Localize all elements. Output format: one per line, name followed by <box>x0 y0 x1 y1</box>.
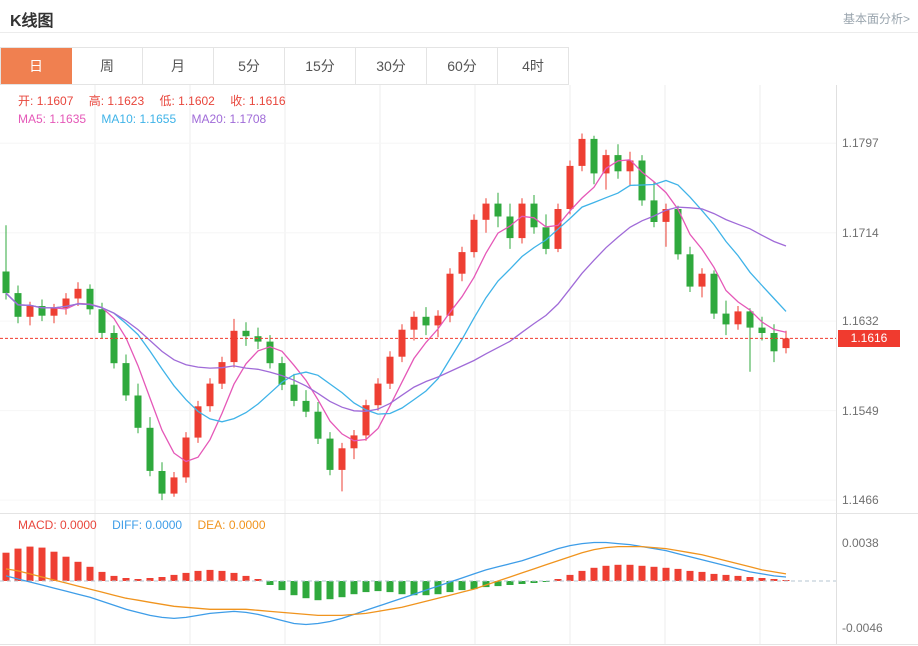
macd-label: MACD: <box>18 518 57 532</box>
tab-4hour[interactable]: 4时 <box>498 48 569 84</box>
main-axis-label: 1.1797 <box>842 136 879 150</box>
main-axis-label: 1.1714 <box>842 226 879 240</box>
current-price-badge: 1.1616 <box>838 330 900 347</box>
low-label: 低: <box>159 94 175 108</box>
tab-30min[interactable]: 30分 <box>356 48 427 84</box>
ma20-label: MA20: <box>191 112 227 126</box>
macd-value: 0.0000 <box>60 518 97 532</box>
tab-month[interactable]: 月 <box>143 48 214 84</box>
tab-60min[interactable]: 60分 <box>427 48 498 84</box>
ma10-value: 1.1655 <box>139 112 177 126</box>
main-axis-label: 1.1632 <box>842 314 879 328</box>
high-value: 1.1623 <box>107 94 145 108</box>
macd-legend: MACD: 0.0000 DIFF: 0.0000 DEA: 0.0000 <box>18 518 278 532</box>
macd-chart[interactable] <box>0 513 918 644</box>
page-title: K线图 <box>10 13 54 30</box>
main-axis-label: 1.1549 <box>842 404 879 418</box>
close-label: 收: <box>230 94 246 108</box>
high-label: 高: <box>88 94 105 108</box>
page-header: K线图 基本面分析> <box>0 0 918 33</box>
macd-axis-label: 0.0038 <box>842 536 879 550</box>
ma5-value: 1.1635 <box>49 112 87 126</box>
low-value: 1.1602 <box>178 94 215 108</box>
dea-value: 0.0000 <box>228 518 266 532</box>
ma10-label: MA10: <box>101 112 137 126</box>
dea-label: DEA: <box>197 518 226 532</box>
close-value: 1.1616 <box>248 94 286 108</box>
ma5-label: MA5: <box>18 112 47 126</box>
macd-axis-label: -0.0046 <box>842 621 883 635</box>
tab-day[interactable]: 日 <box>1 48 72 84</box>
main-chart[interactable] <box>0 85 918 513</box>
diff-label: DIFF: <box>112 518 143 532</box>
main-axis-label: 1.1466 <box>842 493 879 507</box>
ohlc-legend: 开: 1.1607 高: 1.1623 低: 1.1602 收: 1.1616 <box>18 92 298 109</box>
ma20-value: 1.1708 <box>229 112 267 126</box>
open-value: 1.1607 <box>36 94 74 108</box>
panel-divider <box>0 513 918 514</box>
ma-legend: MA5: 1.1635 MA10: 1.1655 MA20: 1.1708 <box>18 112 278 126</box>
tab-15min[interactable]: 15分 <box>285 48 356 84</box>
diff-value: 0.0000 <box>145 518 183 532</box>
tab-week[interactable]: 周 <box>72 48 143 84</box>
fundamental-analysis-link[interactable]: 基本面分析> <box>842 12 910 26</box>
bottom-border <box>0 644 918 645</box>
timeframe-tabbar: 日周月 5分 15分 30分 60分 4时 <box>0 47 569 85</box>
tab-5min[interactable]: 5分 <box>214 48 285 84</box>
open-label: 开: <box>18 94 34 108</box>
